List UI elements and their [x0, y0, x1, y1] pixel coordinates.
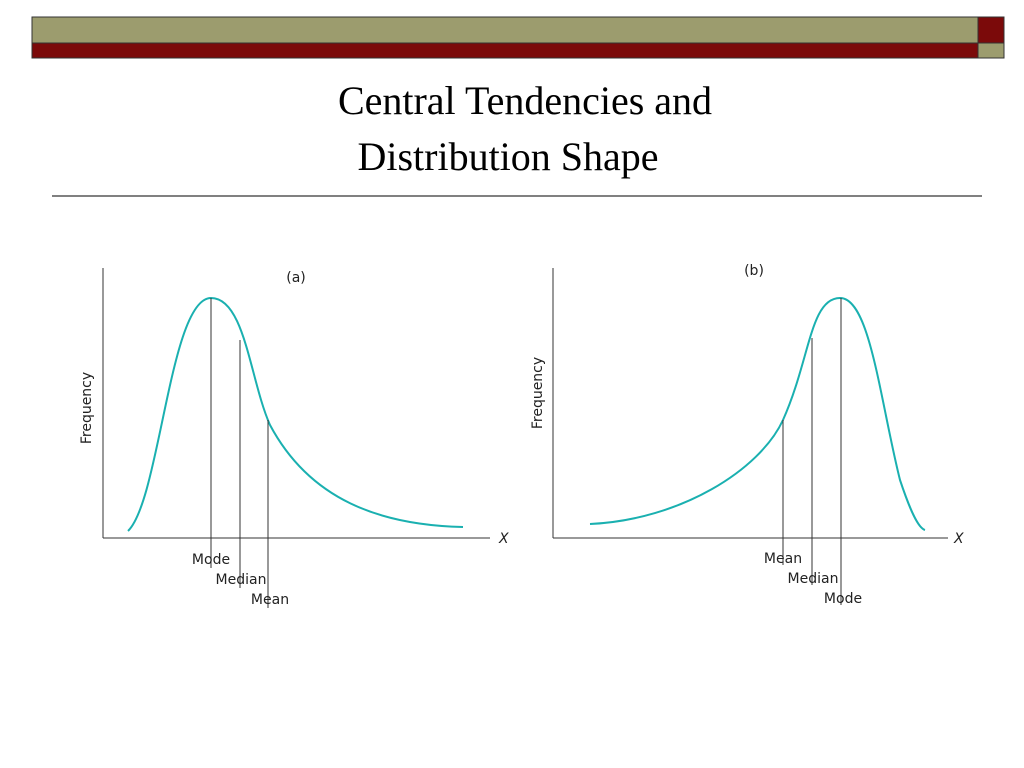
y-axis-label: Frequency [530, 357, 546, 429]
marker-label: Median [216, 572, 267, 588]
y-axis-label: Frequency [79, 372, 95, 444]
marker-label: Mode [192, 552, 230, 568]
header-bar [31, 16, 979, 44]
panel-b: (b) Frequency X Mean Median Mode [530, 263, 964, 607]
header-bar-accent [31, 42, 979, 59]
title-line: Central Tendencies and [338, 78, 712, 123]
marker-label: Mode [824, 591, 862, 607]
corner-square [977, 42, 1005, 59]
panel-label: (b) [744, 263, 764, 279]
panel-a: (a) Frequency X Mode Median Mean [79, 268, 509, 608]
marker-label: Mean [764, 551, 802, 567]
title-line: Distribution Shape [357, 134, 658, 179]
marker-label: Mean [251, 592, 289, 608]
x-axis-label: X [953, 531, 964, 547]
distribution-curve [127, 296, 464, 532]
x-axis-label: X [498, 531, 509, 547]
distribution-curve [589, 296, 926, 531]
panel-label: (a) [286, 270, 306, 286]
corner-square [977, 16, 1005, 44]
marker-label: Median [788, 571, 839, 587]
